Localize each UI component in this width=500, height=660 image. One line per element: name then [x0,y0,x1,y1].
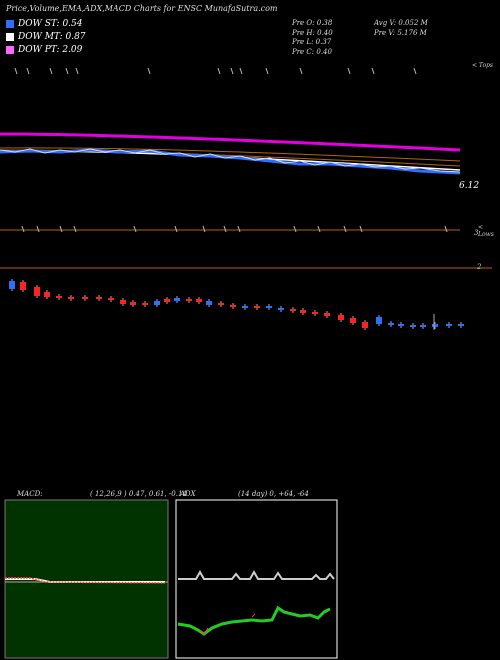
adx-minus-di-line [199,613,256,635]
candle-body [20,282,26,290]
candle-body [376,317,382,324]
candle-body [446,324,452,326]
candle-body [230,305,236,307]
candle-body [186,299,192,301]
prev-high: Pre H: 0.40 [292,29,333,37]
ema-st-line [0,148,461,175]
candle-body [278,308,284,310]
candle-body [96,297,102,299]
candle-body [82,297,88,299]
legend-swatch-white [6,33,14,41]
macd-params: ( 12,26,9 ) 0.47, 0.61, -0.14 [90,490,187,498]
candle-body [206,301,212,305]
avg-volume: Avg V: 0.052 M [374,19,428,27]
candlesticks [9,279,464,330]
candle-body [338,315,344,320]
candle-body [410,325,416,327]
candle-body [290,309,296,311]
candle-body [34,287,40,296]
candle-body [108,298,114,300]
tops-label: < Tops [472,62,494,69]
candle-body [9,281,15,289]
candle-body [266,306,272,308]
legend-dow-mt-label: DOW MT: 0.87 [18,32,86,42]
legend-swatch-blue [6,20,14,28]
candle-body [164,299,170,302]
candle-body [350,318,356,323]
candle-body [120,300,126,304]
candle-body [56,296,62,298]
candle-body [142,303,148,305]
adx-params: (14 day) 0, +64, -64 [238,490,309,498]
candle-body [432,324,438,327]
candle-body [68,297,74,299]
candle-body [218,303,224,305]
candle-body [312,312,318,314]
candle-body [154,301,160,305]
macd-line [5,577,166,584]
legend-dow-pt: DOW PT: 2.09 [6,45,82,55]
lows-value: 3 [474,229,479,237]
candle-body [130,302,136,305]
adx-line [178,569,335,580]
adx-label: ADX [180,490,196,498]
top-ticks [14,67,417,75]
candle-body [44,292,50,297]
candle-body [420,325,426,327]
chart-title: Price,Volume,EMA,ADX,MACD Charts for ENS… [6,4,278,13]
macd-label: MACD: [17,490,43,498]
candle-body [254,306,260,308]
legend-swatch-pink [6,46,14,54]
ema-pt-line [0,132,461,152]
legend-dow-pt-label: DOW PT: 2.09 [18,45,83,55]
prev-low: Pre L: 0.37 [292,38,332,46]
legend-dow-st-label: DOW ST: 0.54 [18,19,83,29]
candle-body [398,324,404,326]
prev-volume: Pre V: 5.176 M [374,29,427,37]
prev-close: Pre C: 0.40 [292,48,332,56]
candle-body [174,298,180,301]
lows-label: < Lows [478,224,494,238]
panel2-value: 2 [477,263,482,271]
candle-body [242,306,248,308]
price-tag: 6.12 [459,181,480,191]
candle-body [458,324,464,326]
ema-st-noise [0,148,461,173]
ema-orange-1 [0,147,461,162]
prev-open: Pre O: 0.38 [292,19,333,27]
candle-body [362,322,368,328]
lows-ticks [21,225,448,233]
candle-body [300,310,306,313]
candle-body [324,313,330,316]
legend-dow-st: DOW ST: 0.54 [6,19,83,29]
candle-body [388,323,394,325]
candle-body [196,299,202,302]
legend-dow-mt: DOW MT: 0.87 [6,32,86,42]
